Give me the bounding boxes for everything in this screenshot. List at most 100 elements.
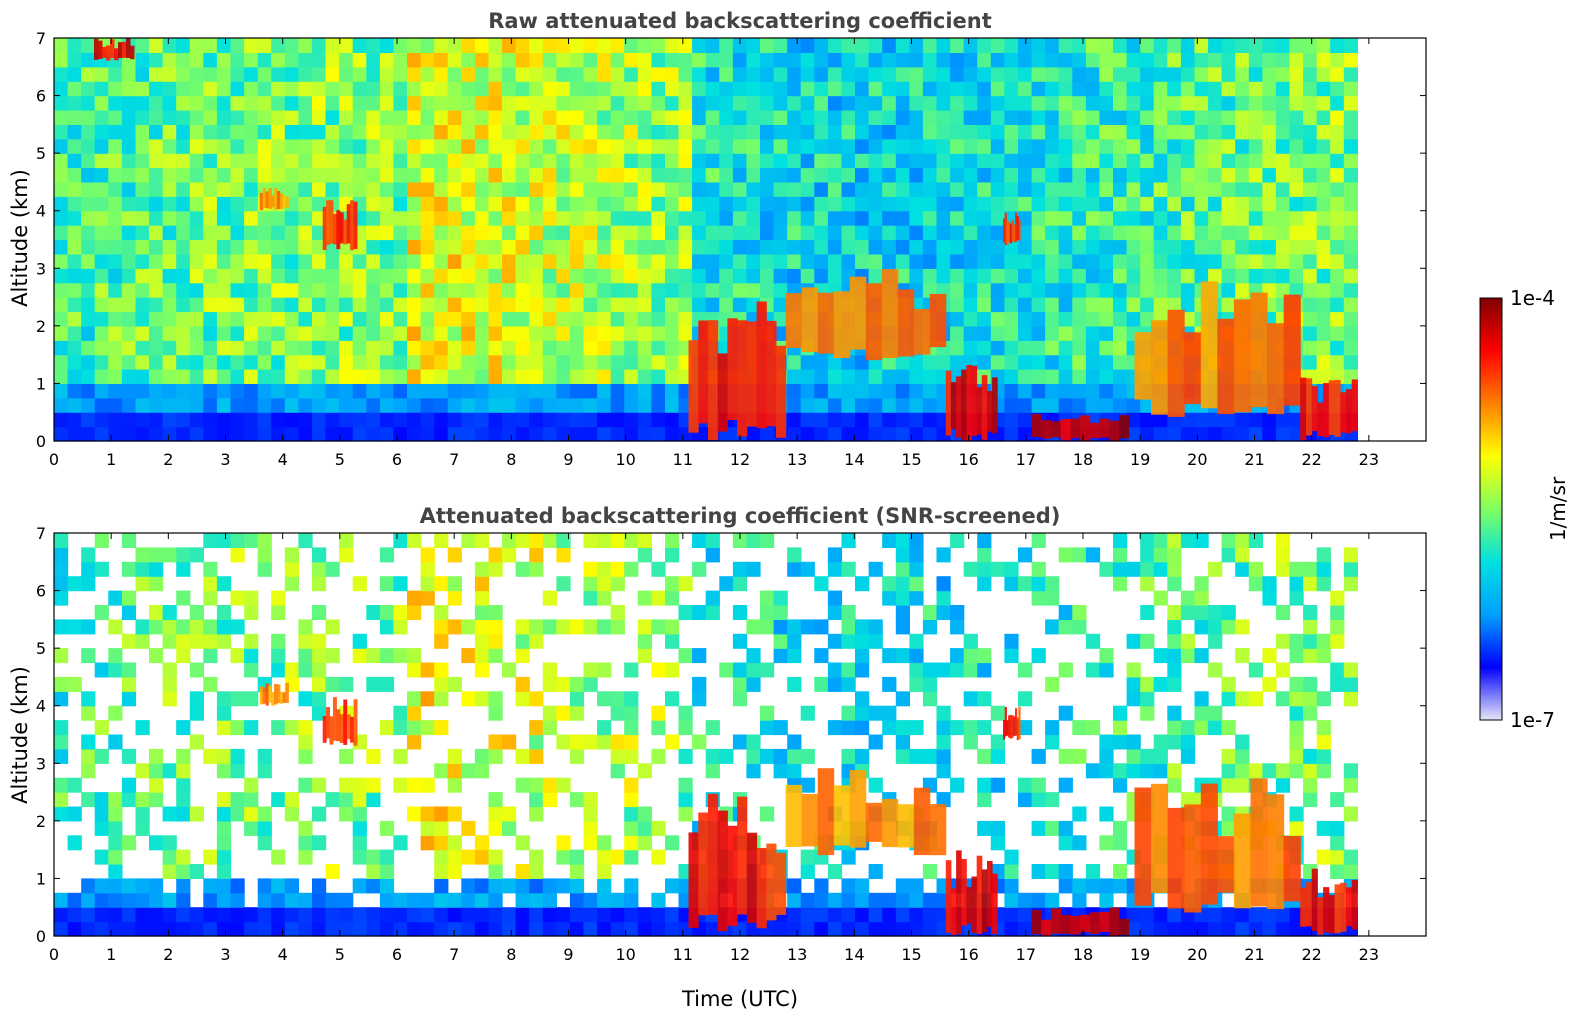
- heatmap-cell: [868, 383, 883, 399]
- heatmap-cell: [135, 167, 150, 183]
- heatmap-cell: [1126, 38, 1141, 53]
- heatmap-cell: [271, 124, 286, 140]
- heatmap-cell: [298, 239, 313, 255]
- heatmap-cell: [244, 52, 259, 68]
- heatmap-cell: [339, 383, 354, 399]
- heatmap-cell: [977, 52, 992, 68]
- heatmap-cell: [542, 676, 557, 692]
- heatmap-cell: [1235, 52, 1250, 68]
- heatmap-cell: [583, 921, 598, 937]
- heatmap-cell: [624, 426, 639, 442]
- cloud-feature: [1328, 895, 1335, 934]
- heatmap-cell: [461, 921, 476, 937]
- heatmap-cell: [814, 576, 829, 592]
- heatmap-cell: [651, 239, 666, 255]
- heatmap-cell: [339, 38, 354, 53]
- heatmap-cell: [1262, 95, 1277, 111]
- heatmap-cell: [800, 619, 815, 635]
- heatmap-cell: [298, 369, 313, 384]
- heatmap-cell: [312, 95, 327, 111]
- heatmap-cell: [149, 325, 164, 341]
- heatmap-cell: [230, 907, 245, 923]
- heatmap-cell: [841, 720, 856, 736]
- heatmap-cell: [94, 81, 109, 97]
- heatmap-cell: [94, 383, 109, 399]
- heatmap-cell: [488, 325, 503, 341]
- heatmap-cell: [420, 38, 435, 53]
- heatmap-cell: [366, 239, 381, 255]
- heatmap-cell: [447, 619, 462, 635]
- heatmap-cell: [312, 547, 327, 563]
- heatmap-cell: [1140, 676, 1155, 692]
- heatmap-cell: [474, 210, 490, 226]
- heatmap-cell: [461, 878, 476, 894]
- heatmap-cell: [841, 921, 856, 937]
- heatmap-cell: [312, 297, 327, 313]
- heatmap-cell: [1303, 196, 1318, 212]
- heatmap-cell: [909, 547, 924, 563]
- heatmap-cell: [542, 311, 557, 327]
- heatmap-cell: [407, 777, 422, 793]
- heatmap-cell: [895, 590, 910, 606]
- heatmap-cell: [461, 95, 476, 111]
- heatmap-cell: [94, 196, 109, 212]
- heatmap-cell: [1058, 95, 1073, 111]
- heatmap-cell: [1248, 763, 1263, 779]
- heatmap-cell: [1018, 311, 1033, 327]
- heatmap-cell: [81, 412, 96, 428]
- heatmap-cell: [1113, 268, 1128, 284]
- heatmap-cell: [787, 907, 802, 923]
- heatmap-cell: [529, 282, 544, 298]
- heatmap-cell: [189, 110, 204, 125]
- heatmap-cell: [407, 124, 422, 140]
- heatmap-cell: [135, 878, 150, 894]
- heatmap-cell: [855, 892, 870, 908]
- cloud-feature: [971, 365, 978, 436]
- heatmap-cell: [909, 397, 924, 413]
- heatmap-cell: [1004, 196, 1019, 212]
- heatmap-cell: [312, 181, 327, 197]
- heatmap-cell: [922, 167, 938, 183]
- heatmap-cell: [121, 210, 137, 226]
- heatmap-cell: [352, 777, 367, 793]
- cloud-feature: [708, 320, 719, 440]
- heatmap-cell: [868, 138, 883, 154]
- heatmap-cell: [814, 81, 829, 97]
- heatmap-cell: [610, 225, 625, 241]
- heatmap-cell: [1343, 253, 1358, 269]
- heatmap-cell: [434, 907, 449, 923]
- heatmap-cell: [1045, 864, 1060, 879]
- cloud-feature: [1006, 720, 1009, 736]
- heatmap-cell: [149, 311, 164, 327]
- cloud-feature: [976, 387, 983, 435]
- heatmap-cell: [610, 340, 625, 356]
- heatmap-cell: [474, 921, 490, 937]
- heatmap-cell: [1140, 561, 1155, 577]
- cloud-feature: [1008, 715, 1011, 738]
- heatmap-cell: [1194, 52, 1209, 68]
- cloud-feature: [279, 691, 284, 704]
- heatmap-cell: [529, 167, 544, 183]
- heatmap-cell: [556, 619, 571, 635]
- heatmap-cell: [379, 297, 395, 313]
- heatmap-cell: [529, 210, 544, 226]
- heatmap-cell: [705, 921, 720, 937]
- heatmap-cell: [366, 268, 381, 284]
- heatmap-cell: [1072, 297, 1087, 313]
- cloud-feature: [122, 41, 127, 58]
- heatmap-cell: [393, 196, 408, 212]
- heatmap-cell: [868, 426, 883, 442]
- heatmap-cell: [569, 383, 585, 399]
- heatmap-cell: [909, 369, 924, 384]
- heatmap-cell: [1113, 110, 1128, 125]
- y-axis-label: Altitude (km): [8, 169, 32, 307]
- heatmap-cell: [244, 633, 259, 649]
- heatmap-cell: [339, 397, 354, 413]
- heatmap-cell: [1099, 806, 1114, 822]
- heatmap-cell: [488, 907, 503, 923]
- heatmap-cell: [108, 383, 123, 399]
- heatmap-cell: [488, 605, 503, 620]
- heatmap-cell: [556, 576, 571, 592]
- heatmap-cell: [909, 676, 924, 692]
- heatmap-cell: [1194, 153, 1209, 169]
